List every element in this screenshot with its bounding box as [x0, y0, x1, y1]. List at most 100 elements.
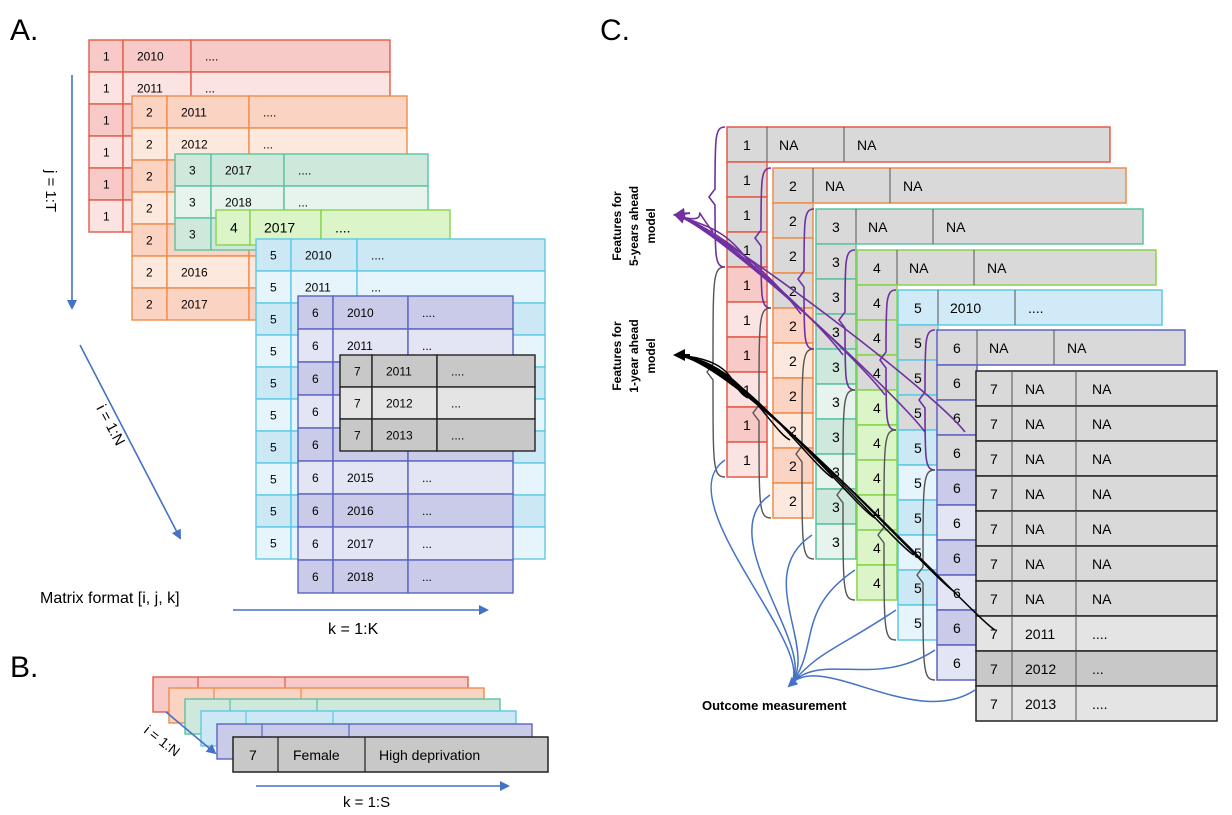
- matrix-layer-2-text: 2: [146, 233, 153, 247]
- purple-arrow: [675, 214, 926, 433]
- matrix-layer-5-text: ...: [371, 280, 381, 294]
- matrix-format-label: Matrix format [i, j, k]: [40, 590, 180, 607]
- panel-c-arrows: [673, 126, 996, 703]
- matrix-layer-6-text: 2010: [347, 306, 374, 320]
- matrix-layer-6-cell: [297, 361, 334, 396]
- panel-c-side-id: 5: [914, 580, 922, 596]
- matrix-layer-4-cell: [215, 209, 251, 246]
- black-arrow: [675, 354, 749, 399]
- matrix-layer-3-text: ....: [298, 163, 311, 177]
- panel-c-front-cell: 7: [990, 591, 998, 607]
- matrix-layer-6-text: 6: [312, 306, 319, 320]
- panel-c-layer-5: 5 2010 .... 5 5 5 5 5 5 5 5 5: [897, 289, 1163, 641]
- panel-c-front-cell: ....: [1092, 696, 1108, 712]
- matrix-layer-2-text: 2011: [181, 105, 207, 119]
- panel-c-layer-year: 2010: [950, 300, 981, 316]
- matrix-layer-2-text: 2: [146, 169, 153, 183]
- outcome-measurement-label: Outcome measurement: [702, 698, 847, 713]
- matrix-layer-6-text: ...: [422, 570, 432, 584]
- panel-c-front-cell: ...: [1092, 661, 1104, 677]
- matrix-layer-6-text: ...: [422, 471, 432, 485]
- panel-c-layer-year: NA: [825, 178, 845, 194]
- label-1yr-line1: Features for: [610, 321, 624, 391]
- matrix-layer-7-cell: [371, 386, 438, 420]
- blue-arrow: [751, 494, 797, 686]
- panel-b-layer-stack: [152, 676, 533, 760]
- panel-c-side-id: 6: [953, 550, 961, 566]
- panel-c-front-cell: 7: [990, 626, 998, 642]
- panel-c-layer-id: 3: [832, 219, 840, 235]
- panel-c-front-cell: NA: [1092, 416, 1112, 432]
- panel-a-layer-stack: 1 2010 .... 1 2011 ... 1 1 1 1 2 2011 .... 2 2012 ... 2 2…: [88, 39, 546, 594]
- i-axis-label: i = 1:N: [92, 402, 128, 449]
- matrix-layer-5-text: 2011: [305, 280, 331, 294]
- matrix-layer-3-text: 2017: [225, 163, 252, 177]
- matrix-layer-6-cell: [407, 295, 514, 330]
- i-axis-arrow: [79, 344, 181, 540]
- matrix-layer-2-text: ....: [263, 105, 276, 119]
- panel-a-letter: A.: [10, 14, 38, 47]
- gray-bracket: [877, 429, 897, 641]
- panel-c-layer-4: 4 NA NA 4 4 4 4 4 4 4 4 4: [856, 249, 1157, 601]
- panel-c-side-id: 5: [914, 545, 922, 561]
- matrix-layer-2-text: 2: [146, 137, 153, 151]
- matrix-layer-3-cell: [283, 153, 429, 187]
- panel-c-side-id: 6: [953, 515, 961, 531]
- matrix-layer-1-text: 1: [103, 81, 110, 95]
- matrix-layer-1-text: 1: [103, 177, 110, 191]
- panel-c-side-id: 3: [832, 394, 840, 410]
- panel-c-side-id: 4: [873, 540, 881, 556]
- panel-c-side-id: 4: [873, 575, 881, 591]
- matrix-layer-2-cell: [131, 191, 168, 225]
- matrix-layer-5-cell: [356, 238, 546, 272]
- matrix-layer-1-text: 2010: [137, 49, 164, 63]
- panel-c-side-id: 1: [743, 347, 751, 363]
- panel-c-side-id: 4: [873, 470, 881, 486]
- blue-arrow: [789, 609, 897, 686]
- panel-c-side-id: 3: [832, 499, 840, 515]
- panel-c-layer-value: ....: [1028, 300, 1044, 316]
- panel-c-side-id: 2: [789, 353, 797, 369]
- panel-a: A. 1 2010 .... 1 2011 ... 1 1 1 1 2 2011 .... 2 2012..…: [10, 14, 546, 638]
- blue-arrow-head: [787, 675, 801, 688]
- purple-bracket: [879, 289, 897, 431]
- blue-arrow: [789, 569, 856, 686]
- j-axis-label: j = 1:T: [42, 169, 59, 212]
- blue-arrow: [710, 459, 795, 686]
- purple-arrow-head: [673, 207, 691, 220]
- purple-bracket: [918, 329, 936, 471]
- matrix-layer-5-cell: [255, 526, 292, 560]
- panel-c-layer-3: 3 NA NA 3 3 3 3 3 3 3 3 3: [815, 208, 1144, 560]
- panel-b-i-axis-arrow: [165, 711, 217, 755]
- matrix-layer-6-text: 2011: [347, 339, 373, 353]
- matrix-layer-7-cell: [371, 418, 438, 452]
- panel-b-sex: Female: [293, 747, 340, 763]
- panel-c-side-id: 1: [743, 417, 751, 433]
- panel-c-side-id: 2: [789, 248, 797, 264]
- matrix-layer-5-cell: [290, 238, 358, 272]
- panel-c-layer-value: NA: [903, 178, 923, 194]
- panel-c-front-row: 7 NA NA: [975, 405, 1218, 442]
- panel-c-side-id: 5: [914, 615, 922, 631]
- matrix-layer-5-text: 5: [270, 408, 277, 422]
- panel-b-i-axis-label: i = 1:N: [141, 722, 183, 760]
- matrix-layer-5-text: 5: [270, 376, 277, 390]
- matrix-layer-1-text: 2011: [137, 81, 163, 95]
- panel-c-side-id: 3: [832, 324, 840, 340]
- matrix-layer-6-text: 2015: [347, 471, 374, 485]
- panel-c-front-row: 7 NA NA: [975, 440, 1218, 477]
- matrix-layer-7-text: 2011: [386, 364, 412, 378]
- matrix-layer-6-text: 6: [312, 438, 319, 452]
- matrix-layer-1-text: 1: [103, 145, 110, 159]
- matrix-layer-3-text: ...: [298, 195, 308, 209]
- panel-c-side-id: 1: [743, 312, 751, 328]
- panel-c-front-cell: NA: [1025, 381, 1045, 397]
- matrix-layer-6-text: 6: [312, 339, 319, 353]
- panel-c-layer-6: 6 NA NA 6 6 6 6 6 6 6 6 6: [936, 329, 1186, 681]
- panel-c-front-cell: 7: [990, 381, 998, 397]
- matrix-layer-5-text: 5: [270, 536, 277, 550]
- matrix-layer-1-cell: [88, 199, 124, 233]
- panel-c-layer-year: NA: [989, 340, 1009, 356]
